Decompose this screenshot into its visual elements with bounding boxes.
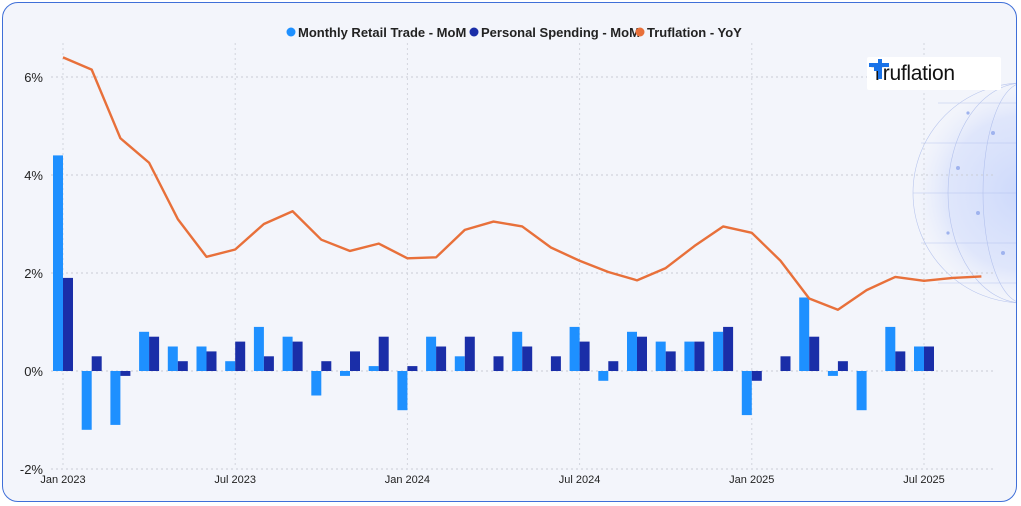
personal-spending-bar: [292, 341, 303, 371]
retail-trade-bar: [713, 331, 724, 371]
personal-spending-bar: [436, 346, 447, 371]
legend-label: Monthly Retail Trade - MoM: [298, 25, 466, 40]
x-tick-label: Jan 2023: [40, 474, 85, 486]
logo-text: Truflation: [871, 61, 955, 85]
legend: Monthly Retail Trade - MoM Personal Spend…: [286, 25, 742, 40]
personal-spending-bar: [665, 351, 676, 371]
personal-spending-bar: [91, 356, 102, 371]
retail-trade-bar: [627, 331, 637, 371]
personal-spending-bar: [924, 346, 934, 371]
y-tick-label: 0%: [24, 364, 43, 379]
retail-trade-bar: [856, 371, 867, 411]
personal-spending-bar: [809, 336, 820, 371]
retail-trade-bar: [196, 346, 207, 371]
personal-spending-bar: [120, 371, 131, 376]
personal-spending-bar: [608, 361, 619, 371]
background-globe-graphic: [912, 82, 1016, 304]
gridlines: [51, 43, 993, 470]
retail-trade-bar: [799, 297, 810, 371]
personal-spending-bar: [522, 346, 533, 371]
retail-trade-bar: [569, 326, 580, 371]
legend-marker: [469, 27, 479, 37]
retail-trade-bar: [684, 341, 695, 371]
retail-trade-bar: [512, 331, 523, 371]
retail-trade-bar: [741, 371, 752, 416]
personal-spending-bar: [321, 361, 332, 371]
retail-trade-bar: [885, 326, 896, 371]
chart-svg: 6% 4% 2% 0% -2% Jan 2023 Jul 2023 Jan 2024 Jul …: [20, 25, 1016, 486]
personal-spending-bar: [550, 356, 561, 371]
retail-trade-bar: [225, 361, 236, 371]
retail-trade-bar: [598, 371, 609, 381]
retail-trade-bar: [454, 356, 465, 371]
personal-spending-bar: [63, 277, 73, 371]
personal-spending-bar: [751, 371, 762, 381]
legend-label: Truflation - YoY: [647, 25, 742, 40]
retail-trade-bar: [655, 341, 666, 371]
legend-marker: [635, 27, 645, 37]
personal-spending-bar: [464, 336, 475, 371]
personal-spending-bar: [177, 361, 188, 371]
legend-marker: [286, 27, 296, 37]
retail-trade-bar: [311, 371, 322, 396]
x-tick-label: Jul 2024: [559, 474, 601, 486]
legend-label: Personal Spending - MoM: [481, 25, 640, 40]
retail-trade-bar: [253, 326, 264, 371]
truflation-yoy-line: [62, 56, 982, 311]
retail-trade-bar: [282, 336, 293, 371]
retail-trade-bar: [426, 336, 437, 371]
line-series: [62, 56, 982, 311]
retail-trade-bar: [53, 155, 63, 371]
retail-trade-bar: [167, 346, 178, 371]
retail-trade-bar: [81, 371, 92, 430]
personal-spending-bar: [493, 356, 504, 371]
personal-spending-bar: [206, 351, 217, 371]
retail-trade-bar: [914, 346, 924, 371]
personal-spending-bar: [263, 356, 274, 371]
personal-spending-bar: [579, 341, 590, 371]
personal-spending-bar: [350, 351, 360, 371]
bar-series: [53, 155, 934, 430]
x-axis: Jan 2023 Jul 2023 Jan 2024 Jul 2024 Jan 2025…: [40, 474, 944, 486]
retail-trade-bar: [827, 371, 838, 376]
personal-spending-bar: [235, 341, 246, 371]
retail-trade-bar: [340, 371, 350, 376]
y-tick-label: 2%: [24, 266, 43, 281]
personal-spending-bar: [694, 341, 705, 371]
personal-spending-bar: [837, 361, 848, 371]
truflation-logo-icon: [869, 59, 889, 79]
truflation-logo: Truflation: [867, 57, 1001, 90]
retail-trade-bar: [110, 371, 121, 425]
x-tick-label: Jul 2025: [903, 474, 945, 486]
y-tick-label: 4%: [24, 168, 43, 183]
x-tick-label: Jan 2024: [385, 474, 430, 486]
personal-spending-bar: [780, 356, 791, 371]
retail-trade-bar: [368, 366, 379, 371]
retail-trade-bar: [139, 331, 150, 371]
personal-spending-bar: [895, 351, 906, 371]
personal-spending-bar: [149, 336, 160, 371]
y-tick-label: 6%: [24, 70, 43, 85]
x-tick-label: Jan 2025: [729, 474, 774, 486]
y-axis: 6% 4% 2% 0% -2%: [20, 70, 44, 477]
personal-spending-bar: [407, 366, 418, 371]
personal-spending-bar: [723, 326, 734, 371]
retail-trade-bar: [397, 371, 408, 411]
x-tick-label: Jul 2023: [214, 474, 256, 486]
y-tick-label: -2%: [20, 462, 44, 477]
personal-spending-bar: [378, 336, 389, 371]
personal-spending-bar: [637, 336, 647, 371]
